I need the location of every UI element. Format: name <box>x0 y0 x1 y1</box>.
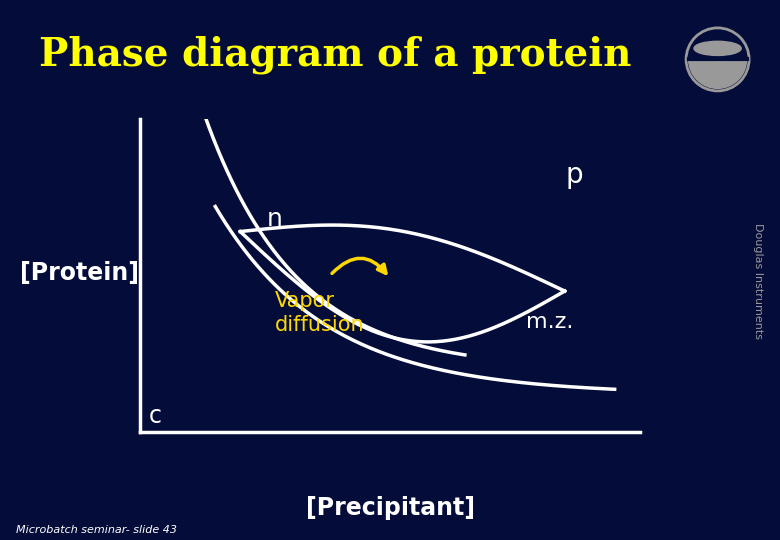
Text: n: n <box>268 207 283 231</box>
Text: Vapor
diffusion: Vapor diffusion <box>275 292 365 335</box>
Text: Phase diagram of a protein: Phase diagram of a protein <box>39 35 632 73</box>
Text: p: p <box>566 161 583 189</box>
Text: Microbatch seminar- slide 43: Microbatch seminar- slide 43 <box>16 524 176 535</box>
Text: c: c <box>149 404 162 428</box>
Wedge shape <box>689 59 746 89</box>
Text: m.z.: m.z. <box>526 312 573 333</box>
Ellipse shape <box>694 41 741 56</box>
Text: [Protein]: [Protein] <box>20 261 139 285</box>
Text: [Precipitant]: [Precipitant] <box>306 496 474 519</box>
Text: Douglas Instruments: Douglas Instruments <box>753 223 763 339</box>
